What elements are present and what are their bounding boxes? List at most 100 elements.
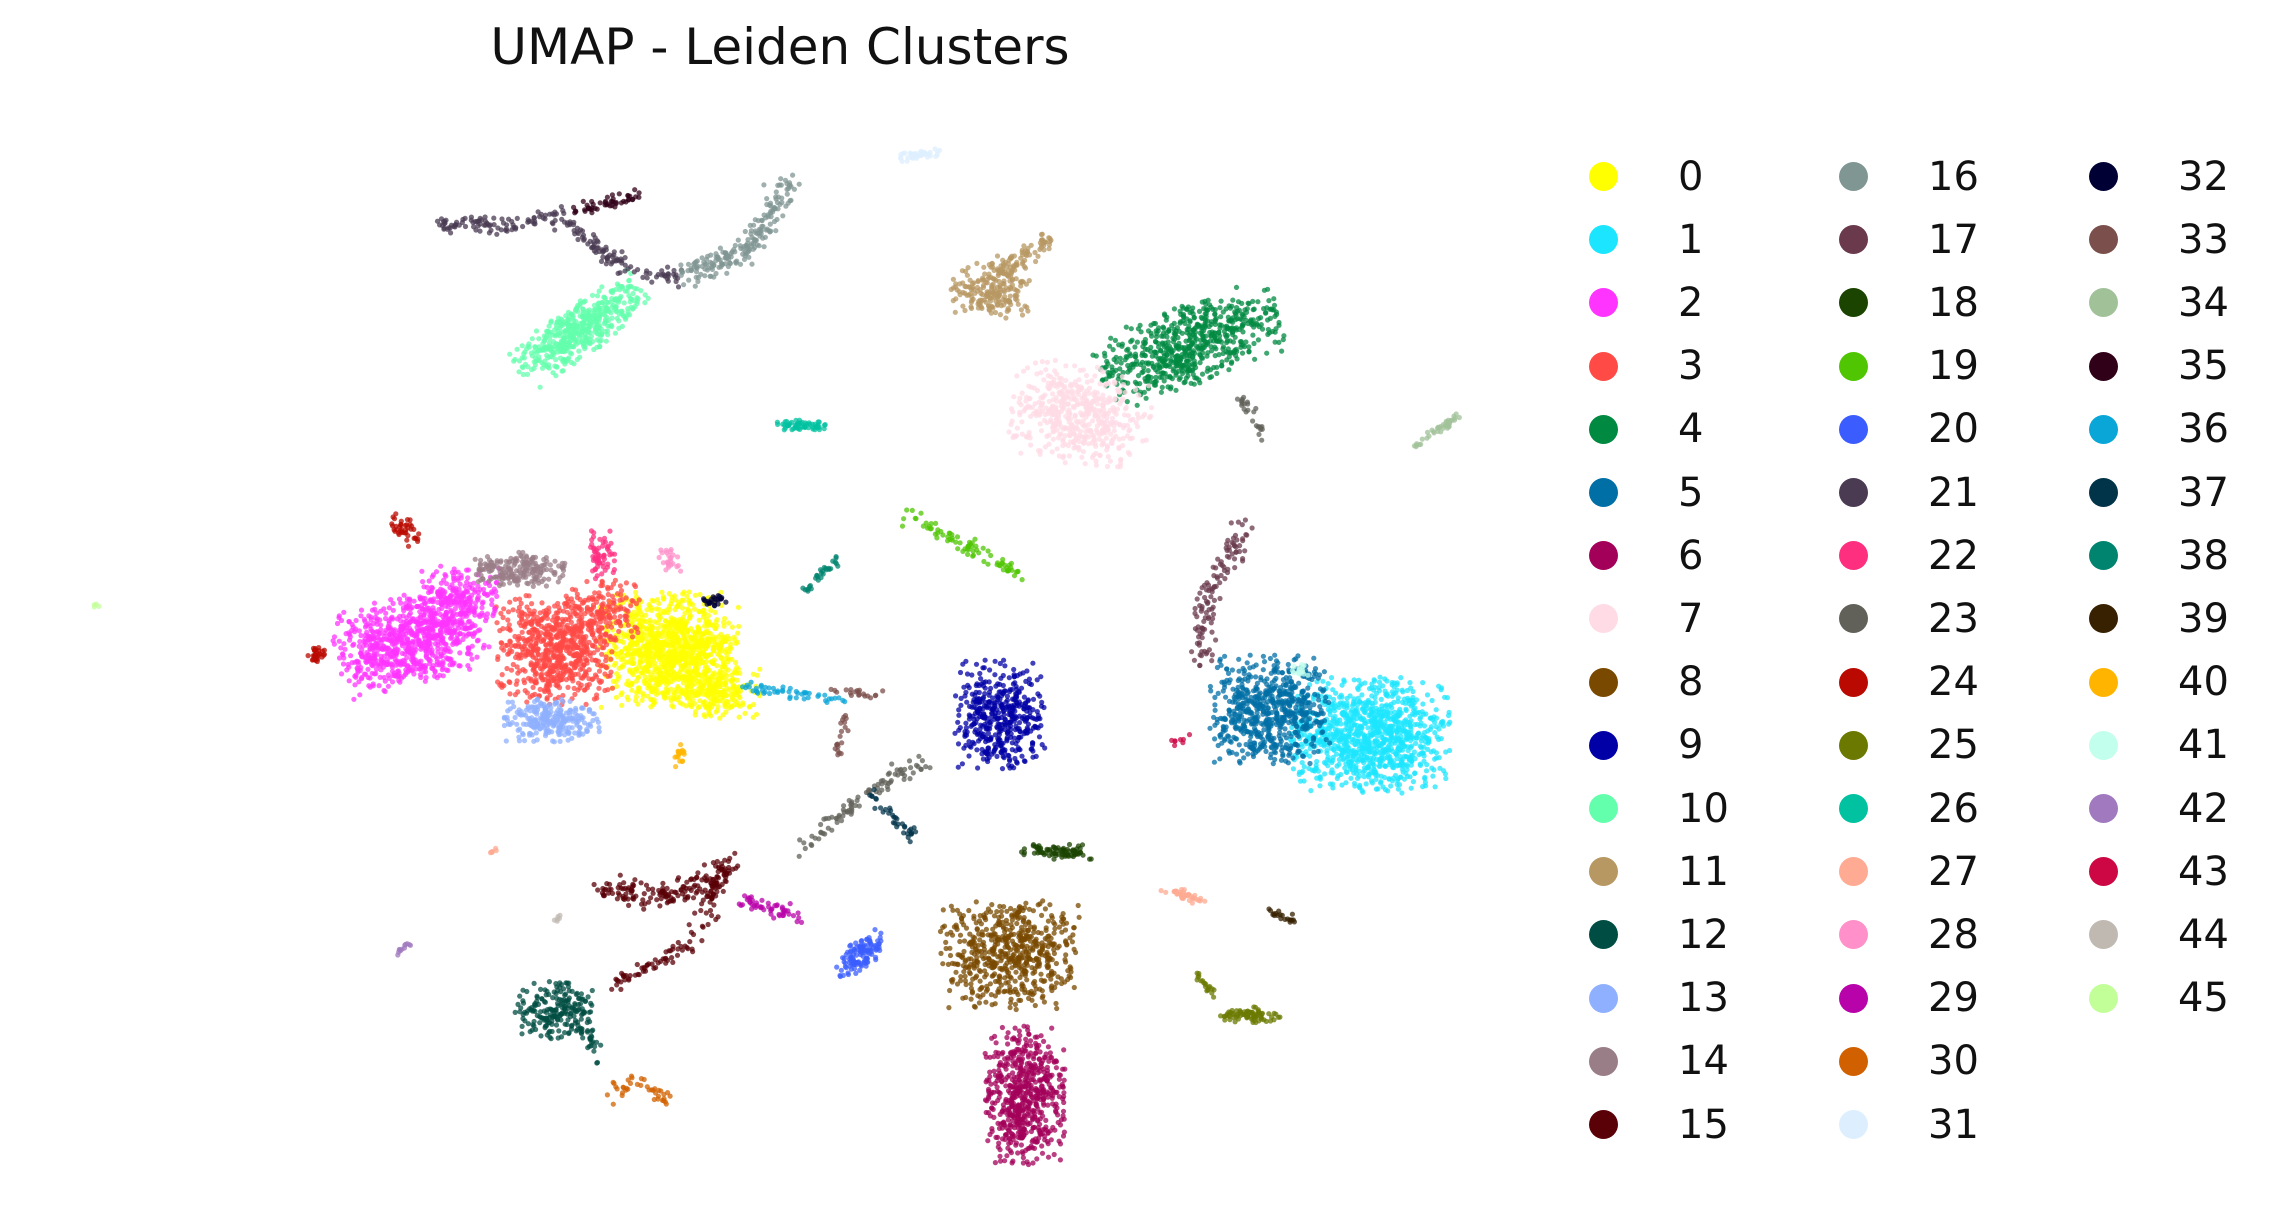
cluster-3-point xyxy=(609,649,615,655)
cluster-22-point xyxy=(588,544,594,550)
cluster-0-point xyxy=(680,649,686,655)
cluster-14-point xyxy=(557,575,563,581)
cluster-1-point xyxy=(1340,709,1346,716)
cluster-0-point xyxy=(613,660,619,667)
cluster-14-point xyxy=(506,566,512,572)
cluster-0-point xyxy=(619,664,626,670)
cluster-0-point xyxy=(719,648,725,654)
cluster-14-point xyxy=(546,576,552,582)
cluster-1-point xyxy=(1424,692,1431,698)
cluster-2-point xyxy=(389,641,395,647)
cluster-2-point xyxy=(431,608,437,614)
cluster-0-point xyxy=(711,697,718,703)
cluster-2-point xyxy=(494,593,500,600)
cluster-0-point xyxy=(645,668,652,674)
cluster-1-point xyxy=(1301,732,1308,738)
cluster-2-point xyxy=(423,675,429,681)
cluster-3-point xyxy=(563,604,569,610)
cluster-14-point xyxy=(493,574,499,580)
cluster-2-point xyxy=(452,599,458,605)
cluster-2-point xyxy=(432,616,438,622)
cluster-2-point xyxy=(357,692,363,698)
cluster-0-point xyxy=(710,671,716,677)
cluster-1-point xyxy=(1365,705,1371,711)
cluster-1-point xyxy=(1407,680,1413,686)
cluster-3-point xyxy=(598,663,604,669)
cluster-40-point xyxy=(679,758,685,765)
cluster-0-point xyxy=(725,620,732,626)
cluster-14-point xyxy=(497,559,504,565)
cluster-1-point xyxy=(1357,782,1363,788)
cluster-1-point xyxy=(1308,788,1314,794)
cluster-2-point xyxy=(338,671,345,677)
cluster-3-point xyxy=(573,659,579,665)
cluster-2-point xyxy=(440,673,446,679)
cluster-3-point xyxy=(583,657,589,664)
cluster-3-point xyxy=(553,625,560,631)
cluster-3-point xyxy=(499,640,505,646)
cluster-3-point xyxy=(529,621,535,627)
cluster-2-point xyxy=(457,663,463,669)
cluster-0-point xyxy=(730,684,737,690)
cluster-2-point xyxy=(437,630,443,636)
cluster-0-point xyxy=(737,703,743,709)
cluster-14-point xyxy=(480,576,486,583)
cluster-2-point xyxy=(352,659,358,665)
cluster-13-point xyxy=(566,729,572,735)
cluster-3-point xyxy=(612,614,618,620)
cluster-0-point xyxy=(733,669,739,675)
cluster-3-point xyxy=(565,684,571,691)
cluster-1-point xyxy=(1361,736,1367,742)
cluster-13-point xyxy=(516,711,522,717)
cluster-3-point xyxy=(607,673,613,679)
cluster-24-point xyxy=(404,537,410,543)
cluster-2-point xyxy=(429,574,435,580)
cluster-3-point xyxy=(557,648,564,654)
cluster-2-point xyxy=(484,592,490,599)
cluster-1-point xyxy=(1324,747,1330,754)
cluster-2-point xyxy=(428,634,434,641)
cluster-1-point xyxy=(1389,778,1396,784)
cluster-13-point xyxy=(546,702,552,708)
cluster-2-point xyxy=(463,611,469,617)
cluster-3-point xyxy=(539,671,545,677)
cluster-1-point xyxy=(1432,784,1438,790)
cluster-1-point xyxy=(1440,720,1446,726)
cluster-1-point xyxy=(1320,678,1326,684)
cluster-3-point xyxy=(633,601,640,607)
cluster-3-point xyxy=(595,658,602,664)
cluster-0-point xyxy=(643,677,649,683)
cluster-1-point xyxy=(1372,678,1378,684)
cluster-2-point xyxy=(370,683,376,689)
cluster-2-point xyxy=(465,663,471,669)
cluster-2-point xyxy=(416,637,422,643)
cluster-2-point xyxy=(376,683,382,689)
cluster-0-point xyxy=(635,651,641,657)
cluster-0-point xyxy=(635,606,641,613)
cluster-2-point xyxy=(386,618,392,624)
cluster-1-point xyxy=(1299,744,1305,750)
cluster-0-point xyxy=(665,675,671,681)
cluster-1-point xyxy=(1385,714,1391,720)
cluster-2-point xyxy=(457,619,463,626)
cluster-3-point xyxy=(548,649,554,655)
cluster-1-point xyxy=(1352,783,1358,789)
cluster-3-point xyxy=(507,599,513,605)
cluster-2-point xyxy=(352,673,358,679)
cluster-13-point xyxy=(531,738,537,744)
cluster-0-point xyxy=(707,687,713,693)
cluster-3-point xyxy=(552,603,558,609)
cluster-3-point xyxy=(610,581,617,587)
cluster-1-point xyxy=(1407,713,1413,719)
cluster-2-point xyxy=(443,581,450,587)
cluster-3-point xyxy=(585,597,591,603)
cluster-3-point xyxy=(579,618,585,625)
cluster-22-point xyxy=(600,539,606,545)
cluster-5-point xyxy=(1323,737,1329,743)
cluster-1-point xyxy=(1436,755,1442,761)
cluster-3-point xyxy=(581,662,587,668)
cluster-2-point xyxy=(464,651,471,657)
cluster-2-point xyxy=(358,607,365,613)
cluster-0-point xyxy=(683,639,689,645)
cluster-3-point xyxy=(571,685,577,692)
